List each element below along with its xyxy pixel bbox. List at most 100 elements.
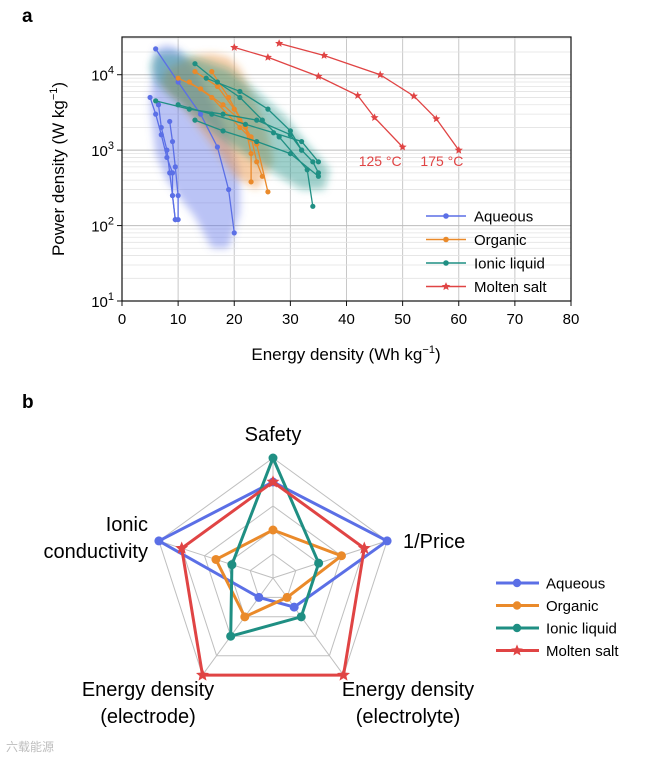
radar-legend-swatch-marker	[511, 644, 523, 656]
legend-label: Ionic liquid	[474, 256, 545, 273]
radar-axis-labels: Safety 1/Price Energy density (electrolyte)…	[44, 424, 475, 728]
radar-point-organic	[268, 525, 278, 535]
x-tick-label: 50	[394, 311, 411, 328]
data-point-ionic-liquid	[287, 150, 293, 157]
data-point-organic	[248, 179, 254, 185]
data-point-ionic-liquid	[270, 130, 277, 136]
data-point-aqueous	[153, 46, 159, 52]
data-point-ionic-liquid	[287, 128, 293, 134]
data-point-ionic-liquid	[220, 128, 226, 134]
data-point-ionic-liquid	[299, 147, 305, 153]
ragone-grid	[122, 37, 571, 301]
radar-axis-label: Energy density (electrode)	[82, 679, 214, 728]
data-point-ionic-liquid	[310, 159, 316, 165]
radar-point-molten-salt	[266, 475, 280, 488]
radar-point-aqueous	[254, 592, 264, 602]
radar-series-molten-salt	[175, 475, 371, 681]
data-point-aqueous	[158, 124, 164, 131]
data-point-aqueous	[169, 192, 176, 199]
data-point-organic	[237, 124, 243, 131]
radar-point-aqueous	[289, 602, 299, 612]
radar-legend: Aqueous Organic Ionic liquid Molten salt	[496, 576, 619, 660]
data-point-ionic-liquid	[203, 75, 209, 81]
radar-point-organic	[211, 554, 221, 564]
temperature-annotation: 175 °C	[420, 153, 463, 169]
data-point-ionic-liquid	[192, 61, 198, 67]
data-point-molten-salt	[370, 113, 379, 121]
data-point-ionic-liquid	[237, 88, 243, 95]
data-point-molten-salt	[320, 51, 329, 59]
data-point-ionic-liquid	[186, 106, 192, 112]
ragone-ticks: 0 10 20 30 40 50 60 70 80 101 102 103 104	[91, 65, 579, 328]
data-point-molten-salt	[432, 114, 441, 123]
data-point-aqueous	[167, 118, 173, 125]
legend-item-molten-salt: Molten salt	[426, 279, 547, 296]
radar-polygon-ionic-liquid	[229, 454, 321, 639]
radar-point-ionic-liquid	[268, 453, 278, 463]
legend-label: Aqueous	[474, 209, 533, 226]
data-point-ionic-liquid	[153, 98, 159, 104]
radar-series-ionic-liquid	[226, 453, 324, 641]
radar-legend-item-molten-salt: Molten salt	[496, 643, 619, 660]
data-point-organic	[214, 83, 221, 89]
data-point-molten-salt	[263, 53, 272, 61]
x-tick-label: 70	[507, 311, 524, 328]
radar-point-organic	[282, 592, 292, 602]
radar-legend-label: Aqueous	[546, 576, 605, 593]
radar-ring	[203, 505, 343, 637]
x-tick-label: 80	[563, 311, 580, 328]
data-point-ionic-liquid	[265, 106, 271, 112]
temperature-annotation: 125 °C	[359, 153, 402, 169]
data-point-organic	[175, 75, 181, 81]
radar-point-ionic-liquid	[226, 631, 236, 641]
data-point-molten-salt	[409, 91, 418, 100]
data-point-aqueous	[214, 144, 221, 150]
radar-polygon-molten-salt	[180, 480, 366, 677]
data-point-organic	[186, 79, 192, 85]
data-point-ionic-liquid	[310, 203, 316, 209]
legend-item-ionic-liquid: Ionic liquid	[426, 256, 545, 273]
data-point-molten-salt	[353, 91, 362, 99]
radar-legend-label: Organic	[546, 598, 599, 615]
radar-point-molten-salt	[357, 541, 371, 554]
data-point-aqueous	[226, 186, 232, 193]
data-point-aqueous	[175, 216, 181, 223]
data-point-organic	[192, 68, 198, 75]
data-point-aqueous	[167, 170, 173, 176]
panel-b-label: b	[22, 392, 34, 413]
data-point-aqueous	[164, 154, 170, 161]
series-line-ionic-liquid	[177, 104, 319, 163]
radar-axis-label: 1/Price	[403, 531, 465, 553]
series-line-molten-salt	[278, 42, 460, 151]
legend-swatch-marker	[443, 260, 449, 266]
x-tick-label: 60	[450, 311, 467, 328]
radar-legend-label: Molten salt	[546, 643, 619, 660]
radar-legend-item-organic: Organic	[496, 598, 599, 615]
data-point-aqueous	[169, 138, 176, 145]
radar-point-ionic-liquid	[314, 558, 324, 568]
legend-label: Organic	[474, 232, 527, 249]
series-ionic-liquid	[153, 61, 322, 209]
series-line-aqueous	[157, 104, 176, 220]
data-point-organic	[209, 94, 215, 101]
ragone-series	[147, 39, 463, 236]
data-point-aqueous	[147, 94, 153, 101]
data-point-ionic-liquid	[315, 170, 322, 176]
panel-a-label: a	[22, 6, 33, 27]
y-tick-label: 102	[91, 216, 114, 236]
legend-item-aqueous: Aqueous	[426, 209, 533, 226]
legend-swatch-marker	[441, 282, 451, 291]
data-point-aqueous	[175, 192, 181, 199]
legend-swatch-marker	[443, 236, 449, 243]
data-point-organic	[254, 159, 260, 165]
radar-series-organic	[211, 525, 346, 622]
data-point-ionic-liquid	[315, 159, 322, 165]
series-molten-salt	[230, 39, 463, 154]
watermark: 六载能源	[6, 740, 55, 754]
legend-swatch-marker	[443, 213, 449, 219]
x-tick-label: 0	[118, 311, 126, 328]
data-point-organic	[226, 94, 232, 101]
data-point-aqueous	[172, 164, 178, 170]
radar-legend-swatch-marker	[512, 578, 522, 588]
